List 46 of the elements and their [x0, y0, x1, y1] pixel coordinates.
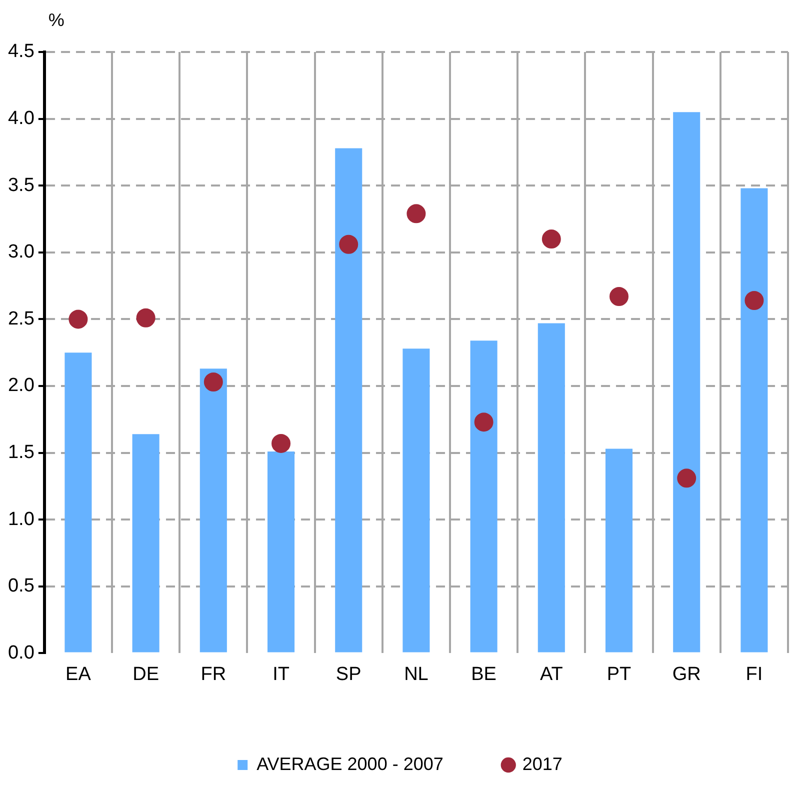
- point: [136, 308, 156, 328]
- y-tick-label: 4.0: [8, 108, 34, 130]
- point: [204, 372, 223, 392]
- x-tick-label: FR: [200, 664, 226, 685]
- legend-label: 2017: [522, 754, 562, 774]
- x-tick-label: AT: [540, 664, 564, 685]
- bar: [673, 112, 700, 652]
- bar: [740, 188, 768, 652]
- point: [677, 468, 696, 488]
- point: [474, 412, 494, 432]
- y-tick-label: 2.0: [8, 375, 34, 396]
- x-tick-label: FI: [746, 664, 763, 685]
- x-tick-label: DE: [132, 664, 160, 685]
- x-tick-label: EA: [66, 664, 92, 685]
- bar: [605, 448, 633, 652]
- y-tick-label: 0.0: [8, 642, 34, 664]
- x-tick-label: GR: [672, 664, 701, 685]
- point: [406, 204, 426, 224]
- bar: [402, 348, 430, 652]
- point: [610, 286, 629, 306]
- y-tick-label: 1.0: [8, 508, 34, 530]
- y-tick-label: 0.5: [8, 576, 34, 597]
- x-tick-label: BE: [471, 664, 496, 685]
- bar: [538, 323, 565, 652]
- bar: [470, 340, 498, 652]
- x-tick-label: IT: [272, 664, 290, 685]
- y-tick-label: 2.5: [8, 308, 34, 330]
- bar: [64, 352, 92, 652]
- x-tick-label: PT: [606, 664, 632, 685]
- y-tick-label: 3.0: [8, 242, 34, 263]
- point: [339, 234, 358, 254]
- y-axis-title: %: [48, 10, 64, 30]
- bar: [267, 451, 295, 652]
- point: [744, 290, 764, 310]
- point: [272, 434, 291, 453]
- x-tick-label: SP: [336, 664, 362, 685]
- legend-label: AVERAGE 2000 - 2007: [256, 754, 444, 774]
- bar: [200, 368, 227, 652]
- bar: [132, 434, 160, 652]
- x-tick-label: NL: [404, 664, 428, 685]
- y-tick-label: 3.5: [8, 174, 34, 196]
- y-tick-label: 1.5: [8, 442, 34, 464]
- y-tick-label: 4.5: [8, 41, 34, 62]
- bar: [335, 148, 362, 652]
- point: [68, 310, 88, 329]
- point: [542, 230, 561, 249]
